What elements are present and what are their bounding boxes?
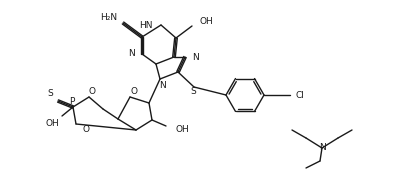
Text: O: O xyxy=(83,126,90,135)
Text: OH: OH xyxy=(200,17,214,26)
Text: OH: OH xyxy=(45,119,59,127)
Text: O: O xyxy=(89,86,96,96)
Text: S: S xyxy=(190,88,196,97)
Text: N: N xyxy=(128,50,135,59)
Text: OH: OH xyxy=(175,124,189,134)
Text: HN: HN xyxy=(139,21,153,29)
Text: S: S xyxy=(47,89,53,98)
Text: O: O xyxy=(130,86,138,96)
Text: H₂N: H₂N xyxy=(100,13,117,22)
Text: P: P xyxy=(69,97,75,107)
Text: Cl: Cl xyxy=(296,90,305,100)
Text: N: N xyxy=(159,82,165,90)
Text: N: N xyxy=(192,52,199,62)
Text: N: N xyxy=(319,143,325,153)
